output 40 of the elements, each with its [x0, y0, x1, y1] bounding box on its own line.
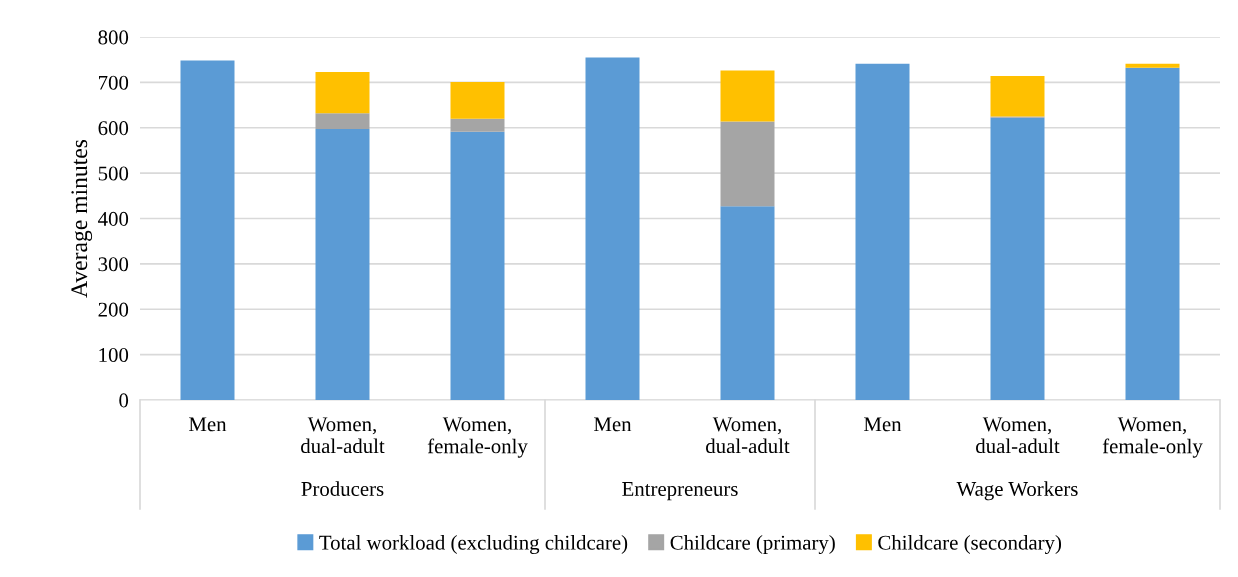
- y-axis-title: Average minutes: [71, 139, 93, 298]
- y-tick-label: 300: [98, 257, 129, 272]
- bar: [585, 57, 640, 400]
- bar: [315, 113, 370, 130]
- bar: [450, 118, 505, 132]
- bar: [720, 206, 775, 400]
- y-tick-label: 500: [98, 166, 129, 181]
- x-tick-label: Women, dual-adult: [976, 417, 1060, 454]
- legend-label: Childcare (secondary): [878, 535, 1062, 554]
- bar: [990, 76, 1045, 117]
- x-tick-label: Men: [594, 417, 632, 432]
- bar: [180, 60, 235, 400]
- text: Wage Workers: [956, 481, 1078, 501]
- bar: [450, 81, 505, 119]
- bar: [1125, 67, 1180, 400]
- y-tick-label: 400: [98, 211, 129, 226]
- x-tick-label: Women, female-only: [1102, 417, 1203, 458]
- y-tick-label: 200: [98, 302, 129, 317]
- legend-label: Childcare (primary): [670, 535, 835, 554]
- bar: [450, 131, 505, 400]
- y-tick-label: 700: [99, 75, 129, 90]
- y-tick-label: 600: [98, 121, 129, 136]
- bar: [720, 121, 775, 207]
- bar: [720, 70, 775, 122]
- bar: [315, 71, 370, 114]
- bar: [315, 129, 370, 400]
- x-tick-label: Women, female-only: [427, 417, 528, 458]
- bar: [990, 117, 1045, 400]
- bar: [855, 63, 910, 400]
- y-tick-label: 100: [99, 348, 129, 363]
- legend-label: Total workload (excluding childcare): [319, 535, 628, 554]
- x-tick-label: Men: [189, 417, 227, 432]
- y-tick-label: 0: [119, 393, 129, 408]
- text: Producers: [301, 481, 384, 496]
- y-tick-label: 800: [98, 30, 129, 45]
- x-tick-label: Men: [864, 417, 902, 432]
- text: Entrepreneurs: [622, 482, 738, 501]
- bar: [1125, 63, 1180, 68]
- x-tick-label: Women, dual-adult: [301, 417, 385, 454]
- x-tick-label: Women, dual-adult: [706, 417, 790, 454]
